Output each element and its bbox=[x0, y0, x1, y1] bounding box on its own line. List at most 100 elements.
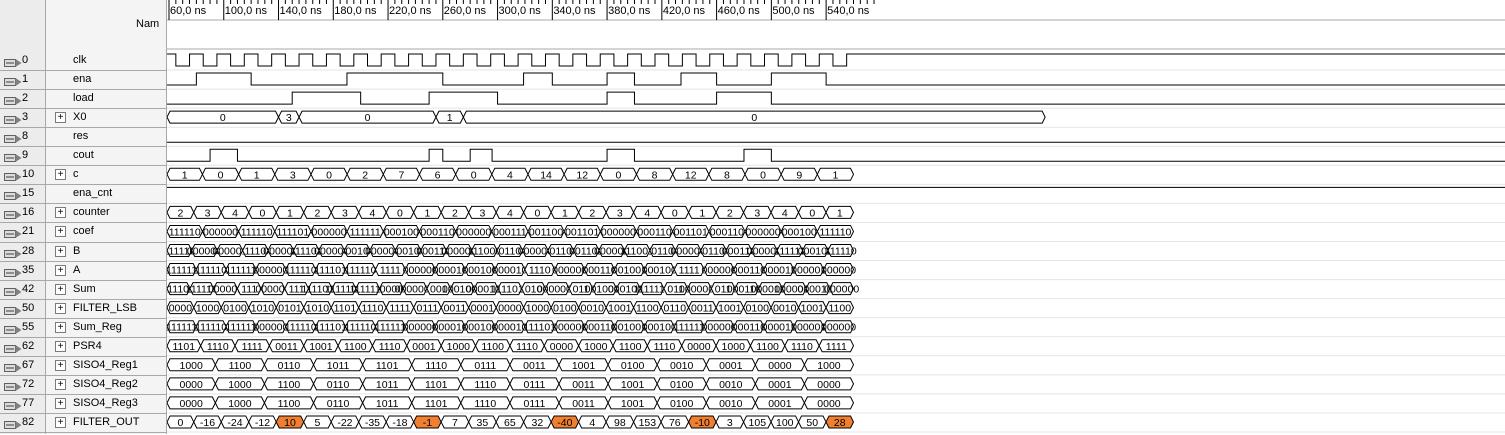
expand-bus-button[interactable]: + bbox=[55, 112, 66, 124]
bus-value: 76 bbox=[669, 417, 681, 429]
bus-value: 0000000 bbox=[537, 284, 578, 296]
signal-id-cell[interactable]: 77 bbox=[0, 394, 45, 412]
bus-value: 011 bbox=[715, 284, 732, 296]
signal-name[interactable]: FILTER_LSB bbox=[73, 301, 137, 314]
signal-id-cell[interactable]: 9 bbox=[0, 146, 45, 164]
signal-name[interactable]: PSR4 bbox=[73, 339, 102, 352]
expand-bus-button[interactable]: + bbox=[55, 169, 66, 181]
x0-bus: 0 3 0 1 0 bbox=[167, 110, 1046, 124]
bus-value: 1110 bbox=[362, 303, 384, 315]
bus-value: 0 bbox=[615, 169, 621, 181]
bus-value: 000011 bbox=[762, 265, 796, 277]
row-divider bbox=[0, 298, 167, 300]
name-column-header[interactable]: Nam bbox=[136, 18, 160, 30]
bus-segment bbox=[803, 358, 855, 372]
bus-value: 000110 bbox=[710, 226, 744, 238]
signal-id-cell[interactable]: 28 bbox=[0, 242, 45, 260]
bus-value: 111101 bbox=[290, 246, 323, 258]
signal-name[interactable]: X0 bbox=[73, 111, 87, 124]
signal-name[interactable]: cout bbox=[73, 149, 94, 162]
signal-id-cell[interactable]: 0 bbox=[0, 51, 45, 69]
row-divider bbox=[0, 336, 167, 338]
bus-value: 2 bbox=[177, 207, 183, 219]
expand-bus-button[interactable]: + bbox=[55, 416, 66, 428]
signal-name[interactable]: counter bbox=[73, 206, 110, 219]
signal-name[interactable]: ena bbox=[73, 73, 92, 86]
bus-value: 000001 bbox=[791, 265, 826, 277]
bus-value: 0000 bbox=[179, 398, 203, 410]
expand-bus-button[interactable]: + bbox=[55, 340, 66, 352]
bus-value: 0000 bbox=[687, 341, 711, 353]
signal-id-cell[interactable]: 67 bbox=[0, 356, 45, 374]
expand-bus-button[interactable]: + bbox=[55, 245, 66, 257]
signal-name[interactable]: A bbox=[73, 263, 81, 276]
row-divider bbox=[0, 374, 167, 376]
column-divider[interactable] bbox=[166, 0, 167, 434]
bus-value: 011 bbox=[573, 284, 590, 296]
bus-value: 0110 bbox=[499, 246, 522, 258]
expand-bus-button[interactable]: + bbox=[55, 378, 66, 390]
column-divider[interactable] bbox=[45, 0, 46, 434]
bus-value: 0011 bbox=[275, 341, 298, 353]
bus-segment bbox=[823, 320, 855, 334]
signal-name[interactable]: clk bbox=[73, 54, 87, 66]
signal-id-cell[interactable]: 50 bbox=[0, 299, 45, 317]
bus-value: 0000 bbox=[169, 303, 193, 315]
signal-id-cell[interactable]: 2 bbox=[0, 89, 45, 107]
expand-bus-button[interactable]: + bbox=[55, 397, 66, 409]
bus-value: 0 bbox=[177, 417, 183, 429]
expand-bus-button[interactable]: + bbox=[55, 283, 66, 295]
signal-name[interactable]: B bbox=[73, 244, 81, 257]
signal-id-cell[interactable]: 82 bbox=[0, 413, 45, 431]
signal-name[interactable]: load bbox=[73, 92, 94, 105]
bus-value: 1111011 bbox=[491, 284, 529, 296]
signal-id-cell[interactable]: 35 bbox=[0, 261, 45, 279]
bus-value: 000010 bbox=[433, 265, 468, 277]
bus-pin-icon bbox=[4, 112, 22, 125]
expand-bus-button[interactable]: + bbox=[55, 359, 66, 371]
expand-bus-button[interactable]: + bbox=[55, 264, 66, 276]
signal-name[interactable]: SISO4_Reg2 bbox=[73, 377, 138, 390]
bus-value: 4 bbox=[507, 207, 513, 219]
bus-value: 0010 bbox=[670, 360, 694, 372]
bus-value: 111111 bbox=[225, 322, 256, 334]
expand-bus-button[interactable]: + bbox=[55, 321, 66, 333]
timeline-header bbox=[167, 0, 1505, 49]
bus-value: 111110 bbox=[819, 226, 851, 238]
signal-name[interactable]: coef bbox=[73, 225, 94, 238]
signal-id-cell[interactable]: 1 bbox=[0, 70, 45, 88]
signal-id-cell[interactable]: 55 bbox=[0, 318, 45, 336]
signal-name[interactable]: res bbox=[73, 130, 89, 143]
bus-value: 000100 bbox=[642, 265, 677, 277]
bus-segment bbox=[825, 205, 855, 219]
bus-value: 1100 bbox=[619, 341, 642, 353]
bus-segment bbox=[825, 301, 855, 315]
signal-id-cell[interactable]: 42 bbox=[0, 280, 45, 298]
signal-id-cell[interactable]: 3 bbox=[0, 108, 45, 126]
signal-id-cell[interactable]: 21 bbox=[0, 222, 45, 240]
expand-bus-button[interactable]: + bbox=[55, 302, 66, 314]
bus-value: 2 bbox=[362, 169, 368, 181]
sum-bus: 1111011111100000011110000001111111011111… bbox=[167, 282, 859, 296]
signal-name[interactable]: SISO4_Reg3 bbox=[73, 396, 138, 409]
signal-name[interactable]: ena_cnt bbox=[73, 187, 113, 200]
signal-id-cell[interactable]: 72 bbox=[0, 375, 45, 393]
signal-name[interactable]: Sum_Reg bbox=[73, 320, 122, 333]
bus-value: 0011 bbox=[523, 360, 546, 372]
signal-id: 21 bbox=[22, 225, 35, 238]
signal-name[interactable]: FILTER_OUT bbox=[73, 415, 140, 428]
expand-bus-button[interactable]: + bbox=[55, 207, 66, 219]
bus-value: 14 bbox=[540, 169, 552, 181]
signal-name[interactable]: c bbox=[73, 168, 79, 181]
signal-id-cell[interactable]: 16 bbox=[0, 203, 45, 221]
signal-name[interactable]: Sum bbox=[73, 282, 96, 295]
bus-value: 1001 bbox=[718, 303, 742, 315]
signal-id-cell[interactable]: 10 bbox=[0, 165, 45, 183]
expand-bus-button[interactable]: + bbox=[55, 226, 66, 238]
signal-id-cell[interactable]: 8 bbox=[0, 127, 45, 145]
signal-id-cell[interactable]: 15 bbox=[0, 184, 45, 202]
signal-id-cell[interactable]: 62 bbox=[0, 337, 45, 355]
waveform-canvas[interactable]: 60,0 ns 100,0 ns 140,0 ns 180,0 ns 220,0 ns 2… bbox=[167, 0, 1505, 434]
signal-name[interactable]: SISO4_Reg1 bbox=[73, 358, 138, 371]
bus-value: 1000 bbox=[584, 341, 608, 353]
